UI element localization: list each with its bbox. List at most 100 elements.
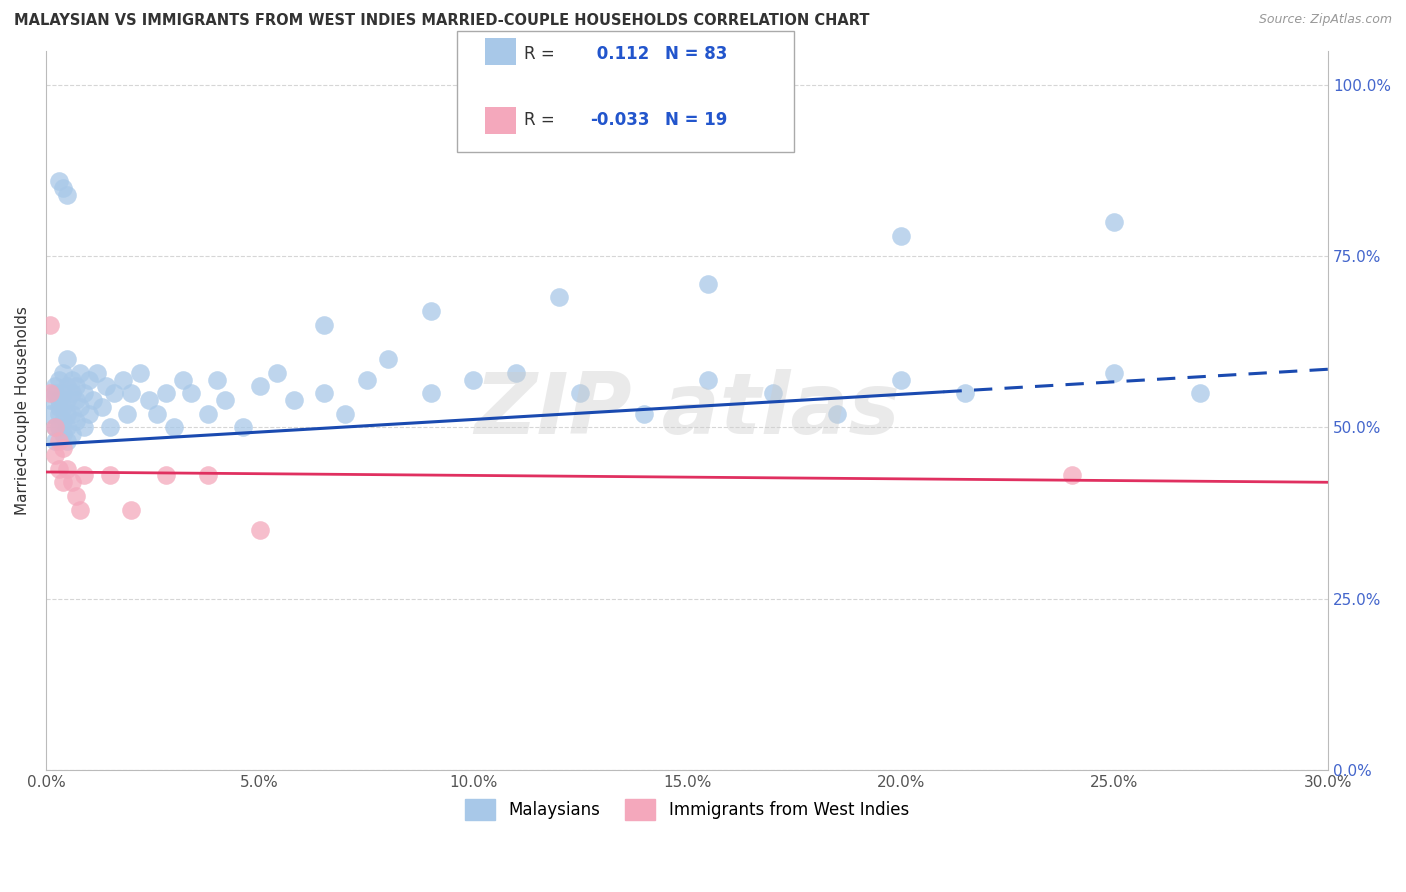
Point [73, 420, 96, 434]
Point [60, 407, 83, 421]
Point [48, 407, 70, 421]
Point [77, 407, 100, 421]
Point [52, 427, 75, 442]
Point [73, 468, 96, 483]
Point [1188, 386, 1211, 401]
Point [197, 468, 219, 483]
Text: -0.033: -0.033 [591, 111, 650, 128]
Point [953, 386, 976, 401]
Point [120, 502, 142, 516]
Point [44, 420, 66, 434]
Point [44, 420, 66, 434]
Point [266, 366, 288, 380]
Point [419, 386, 441, 401]
Point [890, 228, 912, 243]
Point [155, 468, 177, 483]
Text: ZIP atlas: ZIP atlas [474, 368, 900, 452]
Point [890, 372, 912, 386]
Point [56, 187, 79, 202]
Point [463, 372, 485, 386]
Point [312, 386, 335, 401]
Point [56, 434, 79, 449]
Point [214, 393, 236, 408]
Point [569, 386, 592, 401]
Point [60, 475, 83, 490]
Point [155, 386, 177, 401]
Point [52, 475, 75, 490]
Point [172, 372, 194, 386]
Point [761, 386, 783, 401]
Point [56, 393, 79, 408]
Point [48, 393, 70, 408]
Point [697, 372, 720, 386]
Point [39, 393, 62, 408]
Point [39, 407, 62, 421]
Point [82, 393, 104, 408]
Point [111, 372, 134, 386]
Point [48, 434, 70, 449]
Point [103, 386, 125, 401]
Point [44, 386, 66, 401]
Point [547, 290, 569, 304]
Point [52, 400, 75, 414]
Point [60, 372, 83, 386]
Point [73, 386, 96, 401]
Point [65, 379, 87, 393]
Text: N = 83: N = 83 [665, 45, 727, 63]
Point [56, 461, 79, 475]
Point [232, 420, 254, 434]
Point [146, 407, 169, 421]
Point [56, 407, 79, 421]
Point [69, 366, 91, 380]
Point [249, 523, 271, 537]
Point [138, 393, 160, 408]
Point [69, 502, 91, 516]
Point [129, 366, 152, 380]
Point [1104, 366, 1126, 380]
Point [163, 420, 186, 434]
Point [60, 386, 83, 401]
Y-axis label: Married-couple Households: Married-couple Households [15, 306, 30, 515]
Text: R =: R = [524, 111, 555, 128]
Point [44, 434, 66, 449]
Point [39, 386, 62, 401]
Point [52, 366, 75, 380]
Point [94, 379, 117, 393]
Point [120, 386, 142, 401]
Point [312, 318, 335, 332]
Point [69, 400, 91, 414]
Point [1060, 468, 1083, 483]
Point [98, 468, 121, 483]
Point [333, 407, 356, 421]
Point [86, 366, 108, 380]
Point [56, 379, 79, 393]
Point [48, 420, 70, 434]
Point [48, 372, 70, 386]
Text: MALAYSIAN VS IMMIGRANTS FROM WEST INDIES MARRIED-COUPLE HOUSEHOLDS CORRELATION C: MALAYSIAN VS IMMIGRANTS FROM WEST INDIES… [14, 13, 869, 29]
Point [65, 489, 87, 503]
Point [52, 180, 75, 194]
Point [48, 400, 70, 414]
Point [39, 318, 62, 332]
Point [52, 386, 75, 401]
Point [697, 277, 720, 291]
Point [60, 427, 83, 442]
Point [65, 393, 87, 408]
Point [90, 400, 112, 414]
Point [56, 351, 79, 366]
Point [115, 407, 138, 421]
Point [505, 366, 527, 380]
Text: 0.112: 0.112 [591, 45, 648, 63]
Point [1104, 215, 1126, 229]
Legend: Malaysians, Immigrants from West Indies: Malaysians, Immigrants from West Indies [458, 793, 915, 826]
Point [44, 448, 66, 462]
Point [825, 407, 848, 421]
Point [356, 372, 378, 386]
Text: N = 19: N = 19 [665, 111, 727, 128]
Point [56, 420, 79, 434]
Point [283, 393, 305, 408]
Point [48, 174, 70, 188]
Text: Source: ZipAtlas.com: Source: ZipAtlas.com [1258, 13, 1392, 27]
Point [98, 420, 121, 434]
Point [52, 414, 75, 428]
